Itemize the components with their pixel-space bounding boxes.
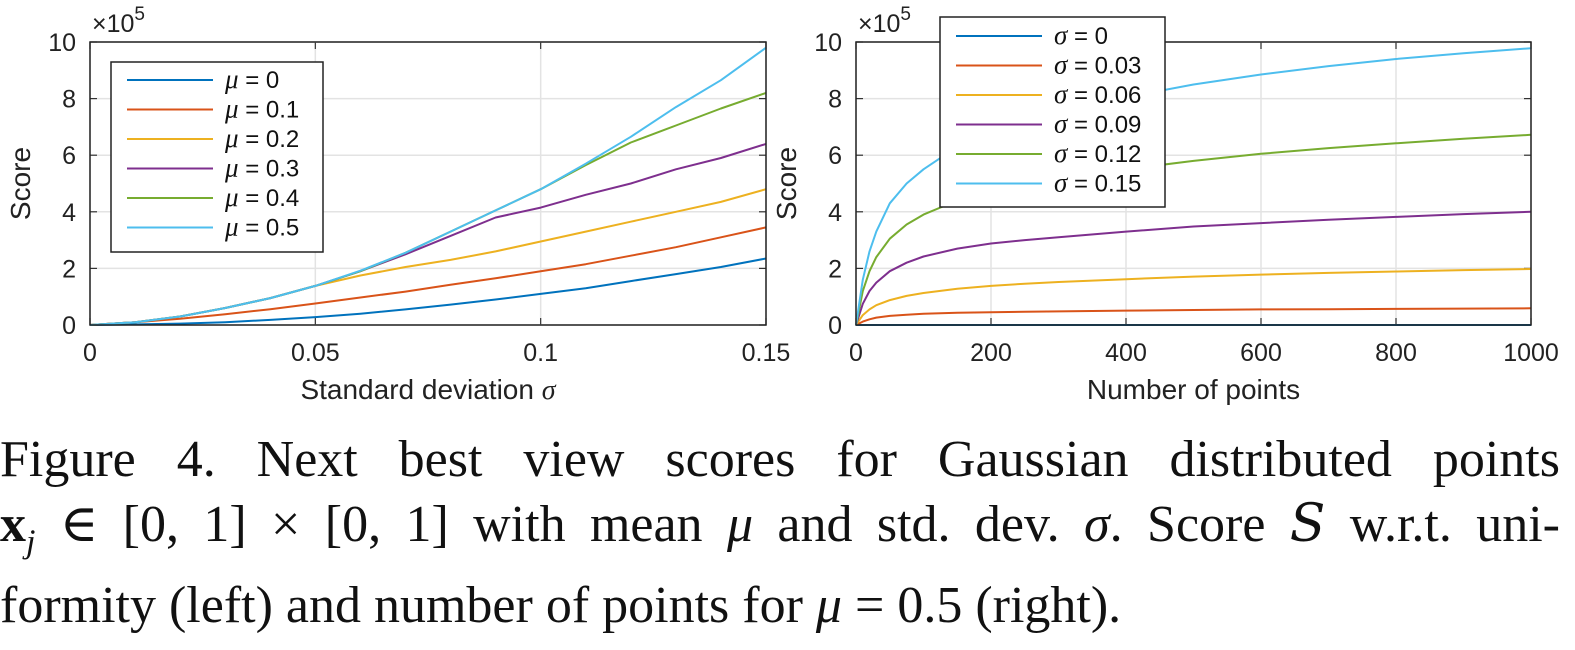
y-tick-label: 8 bbox=[828, 86, 842, 114]
figure-svg: 0 0.05 0.1 0.15 0 2 4 6 8 10 ×105 Standard deviatio… bbox=[5, 4, 1559, 406]
y-tick-label: 4 bbox=[828, 199, 842, 227]
legend-entry-5: μ = 0.4 bbox=[224, 182, 299, 212]
caption-text-e: formity (left) and number of points for bbox=[0, 577, 816, 635]
y-tick-label: 8 bbox=[62, 86, 76, 114]
x-tick-label: 0.1 bbox=[523, 339, 558, 367]
exponent-label: ×105 bbox=[92, 4, 145, 38]
axes-box bbox=[89, 41, 767, 326]
x-axis-label: Number of points bbox=[1087, 374, 1300, 405]
series-line-3 bbox=[855, 268, 1532, 326]
x-tick-label: 0.05 bbox=[291, 339, 340, 367]
x-tick-label: 0 bbox=[849, 339, 863, 367]
legend-entry-1: σ = 0 bbox=[1054, 20, 1108, 50]
y-tick-label: 10 bbox=[48, 29, 76, 57]
x-tick-label: 600 bbox=[1240, 339, 1282, 367]
legend-entry-5: σ = 0.12 bbox=[1054, 138, 1141, 168]
y-tick-label: 6 bbox=[62, 142, 76, 170]
legend-entry-6: μ = 0.5 bbox=[224, 212, 299, 242]
legend: σ = 0σ = 0.03σ = 0.06σ = 0.09σ = 0.12σ =… bbox=[939, 16, 1166, 208]
series-line-4 bbox=[855, 210, 1532, 326]
chart-1: 0 0.05 0.1 0.15 0 2 4 6 8 10 ×105 Standard deviatio… bbox=[5, 4, 790, 406]
x-tick-label: 1000 bbox=[1503, 339, 1559, 367]
y-tick-label: 4 bbox=[62, 199, 76, 227]
legend-box bbox=[110, 61, 324, 253]
caption-subscript-j: j bbox=[26, 523, 36, 561]
caption-line-3: formity (left) and number of points for … bbox=[0, 574, 1560, 638]
series-line-1 bbox=[89, 257, 767, 326]
legend-entry-4: σ = 0.09 bbox=[1054, 109, 1141, 139]
x-tick-label: 0.15 bbox=[742, 339, 791, 367]
chart-2: 0 200 400 600 800 1000 0 2 4 6 8 10 ×105 Number of po… bbox=[771, 4, 1559, 405]
caption-line-2: xj ∈ [0, 1] × [0, 1] with mean μ and std… bbox=[0, 492, 1560, 574]
series-line-2 bbox=[89, 226, 767, 326]
y-tick-label: 2 bbox=[828, 255, 842, 283]
caption-text-f: = 0.5 (right). bbox=[842, 577, 1122, 635]
figure-caption: Figure 4. Next best view scores for Gaus… bbox=[0, 428, 1560, 638]
legend-entry-1: μ = 0 bbox=[224, 64, 279, 94]
y-tick-label: 0 bbox=[62, 312, 76, 340]
legend-entry-4: μ = 0.3 bbox=[224, 153, 299, 183]
x-axis-label: Standard deviation σ bbox=[300, 374, 556, 406]
caption-mu-2: μ bbox=[815, 577, 843, 635]
legend-entry-3: σ = 0.06 bbox=[1054, 79, 1141, 109]
x-tick-label: 800 bbox=[1375, 339, 1417, 367]
series-line-2 bbox=[855, 307, 1532, 326]
y-tick-label: 6 bbox=[828, 142, 842, 170]
y-tick-label: 0 bbox=[828, 312, 842, 340]
caption-text-c: . Score bbox=[1109, 496, 1290, 553]
legend-entry-2: σ = 0.03 bbox=[1054, 50, 1141, 80]
y-tick-label: 2 bbox=[62, 255, 76, 283]
legend: μ = 0μ = 0.1μ = 0.2μ = 0.3μ = 0.4μ = 0.5 bbox=[110, 61, 324, 253]
caption-text-d: w.r.t. uni- bbox=[1325, 496, 1560, 553]
x-tick-label: 200 bbox=[970, 339, 1012, 367]
x-tick-label: 0 bbox=[83, 339, 97, 367]
y-axis-label: Score bbox=[771, 147, 802, 220]
caption-sigma: σ bbox=[1084, 496, 1110, 553]
caption-vector-x: x bbox=[0, 496, 26, 553]
axes-box bbox=[855, 41, 1532, 326]
caption-line-1: Figure 4. Next best view scores for Gaus… bbox=[0, 431, 1560, 488]
legend-entry-2: μ = 0.1 bbox=[224, 94, 299, 124]
series-line-6 bbox=[89, 46, 767, 326]
y-axis-label: Score bbox=[5, 147, 36, 220]
figure: 0 0.05 0.1 0.15 0 2 4 6 8 10 ×105 Standard deviatio… bbox=[5, 4, 1559, 406]
y-tick-label: 10 bbox=[814, 29, 842, 57]
legend-entry-6: σ = 0.15 bbox=[1054, 168, 1141, 198]
legend-entry-3: μ = 0.2 bbox=[224, 123, 299, 153]
caption-text-b: and std. dev. bbox=[753, 496, 1084, 553]
x-tick-label: 400 bbox=[1105, 339, 1147, 367]
caption-mu: μ bbox=[726, 496, 754, 553]
caption-score-s: S bbox=[1289, 494, 1326, 554]
legend-box bbox=[939, 16, 1166, 208]
exponent-label: ×105 bbox=[858, 4, 911, 38]
caption-text-a: ∈ [0, 1] × [0, 1] with mean bbox=[35, 496, 727, 553]
